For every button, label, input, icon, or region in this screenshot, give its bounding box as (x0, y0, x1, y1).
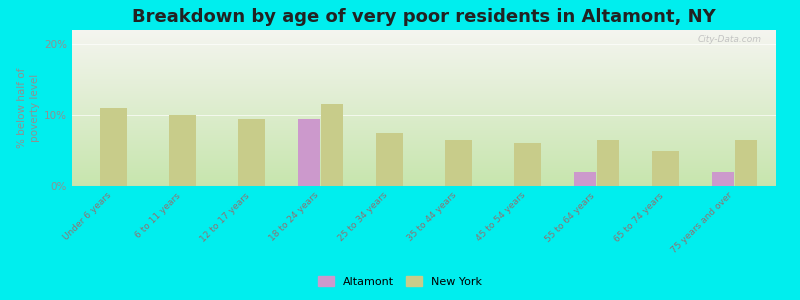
Bar (100, 108, 126, 186)
Bar (653, 151, 678, 186)
Bar (238, 118, 265, 186)
Legend: Altamont, New York: Altamont, New York (314, 272, 486, 291)
Bar (514, 143, 541, 186)
Text: City-Data.com: City-Data.com (698, 35, 762, 44)
Bar (574, 172, 596, 186)
Bar (598, 140, 619, 186)
Y-axis label: % below half of
poverty level: % below half of poverty level (17, 68, 40, 148)
Bar (170, 115, 195, 186)
Title: Breakdown by age of very poor residents in Altamont, NY: Breakdown by age of very poor residents … (132, 8, 716, 26)
Bar (446, 140, 472, 186)
Bar (321, 104, 343, 186)
Bar (735, 140, 758, 186)
Bar (376, 133, 402, 186)
Bar (712, 172, 734, 186)
Bar (298, 118, 320, 186)
